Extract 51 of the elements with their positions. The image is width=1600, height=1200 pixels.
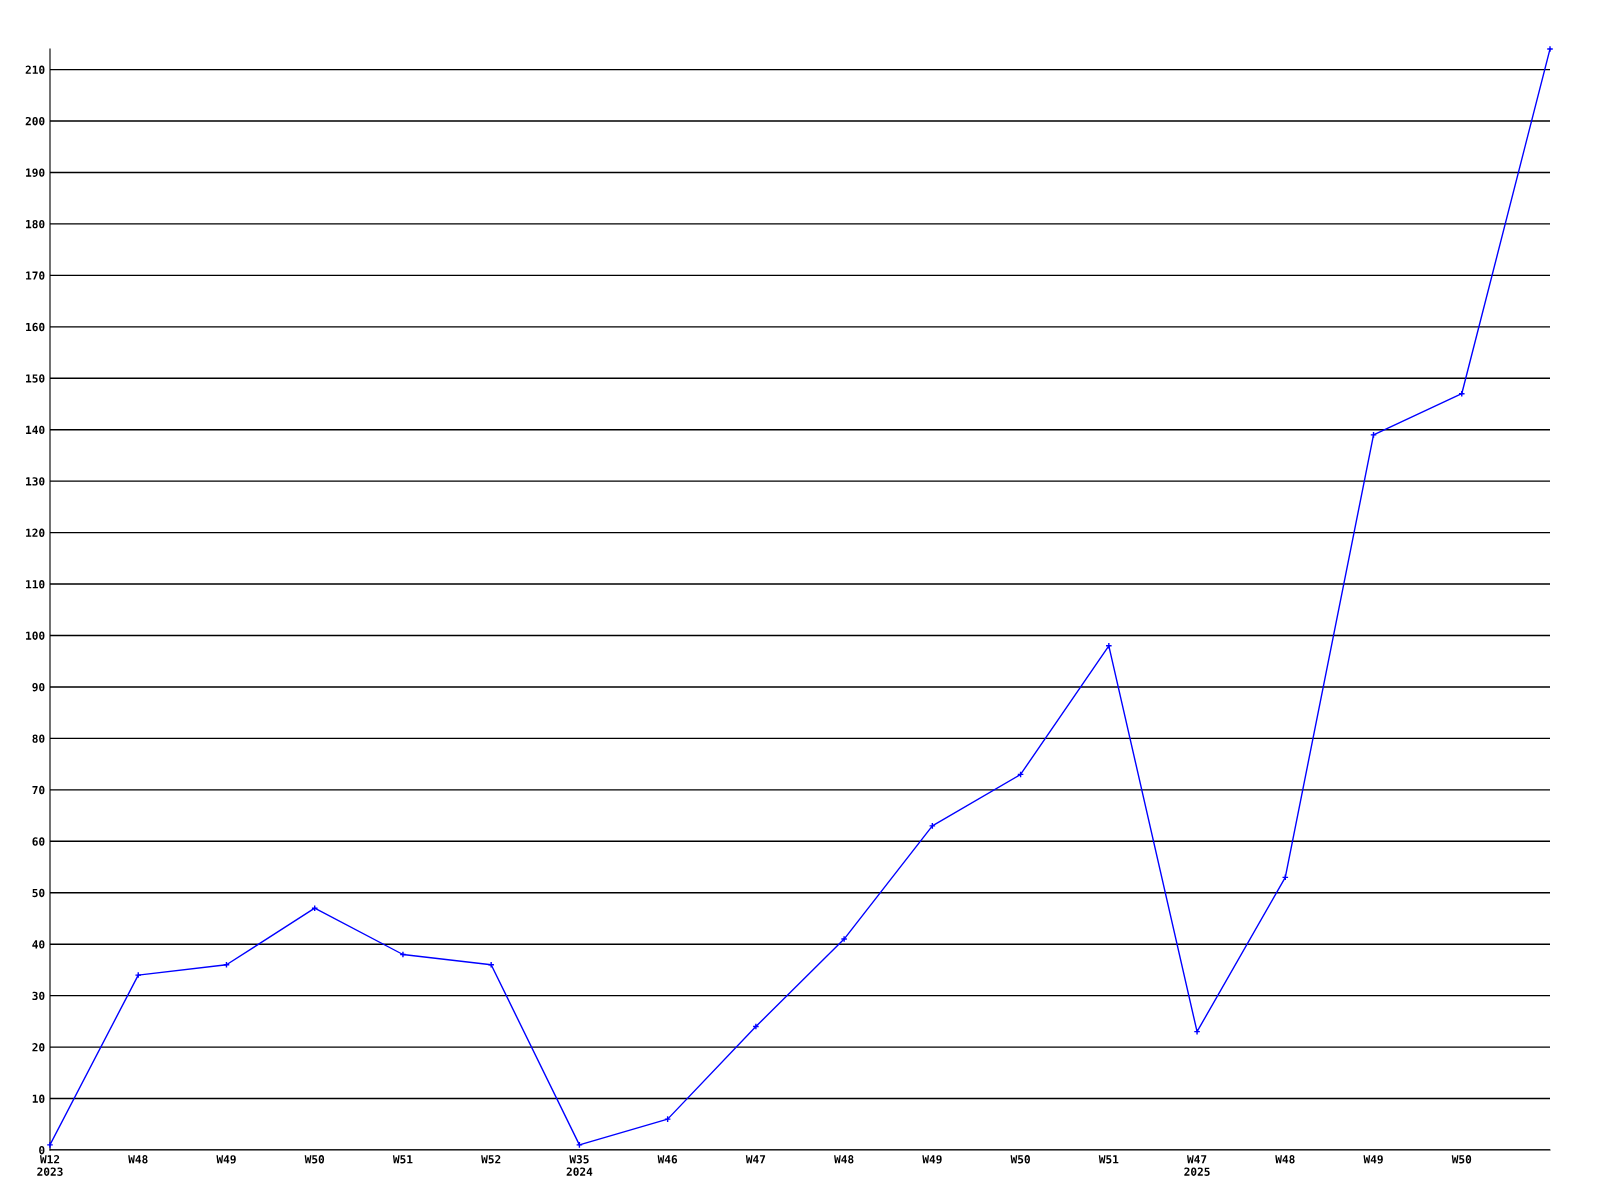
point xyxy=(1193,1028,1201,1036)
x-tick-label: W49 xyxy=(1363,1155,1383,1164)
y-tick-label: 90 xyxy=(32,682,45,692)
point xyxy=(487,961,495,969)
point xyxy=(1105,642,1113,650)
point xyxy=(575,1141,583,1149)
point xyxy=(840,935,848,943)
y-tick-label: 140 xyxy=(26,425,45,435)
y-tick-label: 100 xyxy=(26,631,45,640)
y-tick-label: 70 xyxy=(32,785,45,795)
y-tick-label: 120 xyxy=(26,528,45,537)
y-tick-label: 0 xyxy=(39,1145,45,1155)
y-tick-label: 200 xyxy=(25,117,45,126)
x-tick-label: W49 xyxy=(922,1155,942,1164)
point xyxy=(664,1115,672,1123)
x-tick-label: W49 xyxy=(216,1155,236,1164)
y-tick-label: 180 xyxy=(26,219,45,229)
y-tick-label: 190 xyxy=(26,168,45,177)
point xyxy=(134,971,142,979)
point xyxy=(311,904,319,912)
x-tick-label: W51 xyxy=(392,1155,413,1164)
x-tick-label: W12 2023 xyxy=(37,1155,63,1176)
x-tick-label: W35 2024 xyxy=(566,1155,593,1176)
y-tick-label: 20 xyxy=(32,1043,45,1052)
x-tick-label: W48 xyxy=(834,1155,854,1164)
y-tick-label: 50 xyxy=(32,888,45,898)
x-tick-label: W48 xyxy=(1275,1155,1295,1164)
y-tick-label: 150 xyxy=(26,374,45,383)
point xyxy=(928,822,936,830)
point xyxy=(1370,431,1378,439)
x-tick-label: W50 xyxy=(1010,1155,1030,1164)
y-tick-label: 60 xyxy=(32,837,45,846)
x-tick-label: W47 xyxy=(745,1155,766,1164)
y-tick-label: 10 xyxy=(32,1094,45,1103)
point xyxy=(399,951,407,958)
y-tick-label: 170 xyxy=(26,271,45,280)
y-tick-label: 30 xyxy=(32,991,45,1001)
x-tick-label: W47 2025 xyxy=(1184,1155,1210,1176)
x-tick-label: W51 xyxy=(1098,1155,1119,1164)
y-tick-label: 210 xyxy=(25,65,45,74)
y-tick-label: 80 xyxy=(32,734,45,743)
x-tick-label: W52 xyxy=(481,1155,501,1164)
x-tick-label: W50 xyxy=(1451,1155,1472,1164)
y-tick-label: 40 xyxy=(32,940,45,949)
y-tick-label: 130 xyxy=(26,477,45,486)
point xyxy=(752,1023,760,1030)
y-tick-label: 110 xyxy=(26,580,45,589)
x-tick-label: W46 xyxy=(657,1155,678,1164)
y-tick-label: 160 xyxy=(26,322,45,332)
x-tick-label: W48 xyxy=(128,1155,148,1164)
x-tick-label: W50 xyxy=(304,1155,325,1164)
